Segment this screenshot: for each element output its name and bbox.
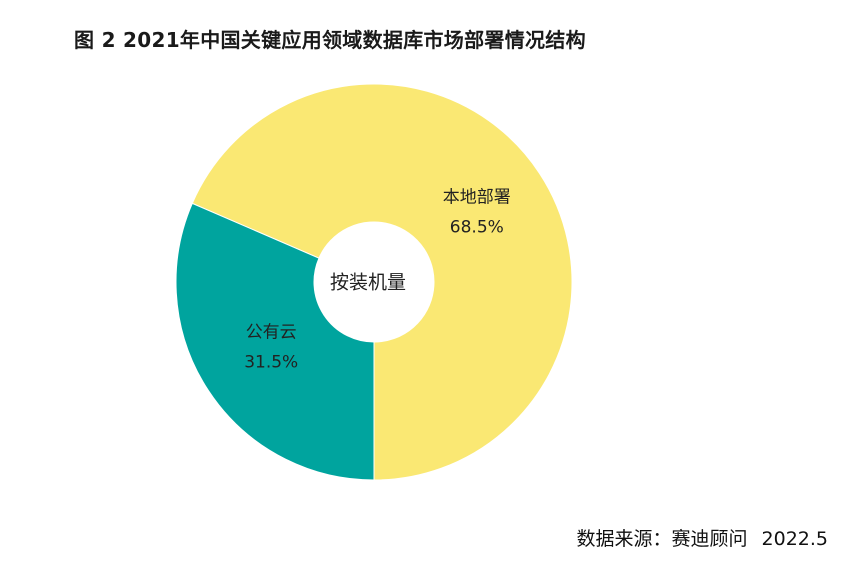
slice-value-label-1: 31.5% bbox=[244, 353, 298, 373]
chart-title: 图 2 2021年中国关键应用领域数据库市场部署情况结构 bbox=[74, 28, 586, 52]
source-date: 2022.5 bbox=[761, 528, 828, 550]
source-note: 数据来源：赛迪顾问 2022.5 bbox=[577, 524, 829, 551]
donut-labels: 本地部署 68.5% 公有云 31.5% bbox=[244, 187, 511, 372]
slice-label-0: 本地部署 bbox=[443, 187, 511, 207]
donut-hole bbox=[314, 222, 434, 342]
donut-slice-0 bbox=[191, 83, 573, 481]
slice-label-1: 公有云 bbox=[246, 323, 297, 343]
source-text: 数据来源：赛迪顾问 bbox=[576, 528, 748, 550]
donut-slices bbox=[175, 83, 573, 481]
slice-value-label-0: 68.5% bbox=[450, 217, 504, 237]
donut-center-label: 按装机量 bbox=[330, 272, 406, 294]
